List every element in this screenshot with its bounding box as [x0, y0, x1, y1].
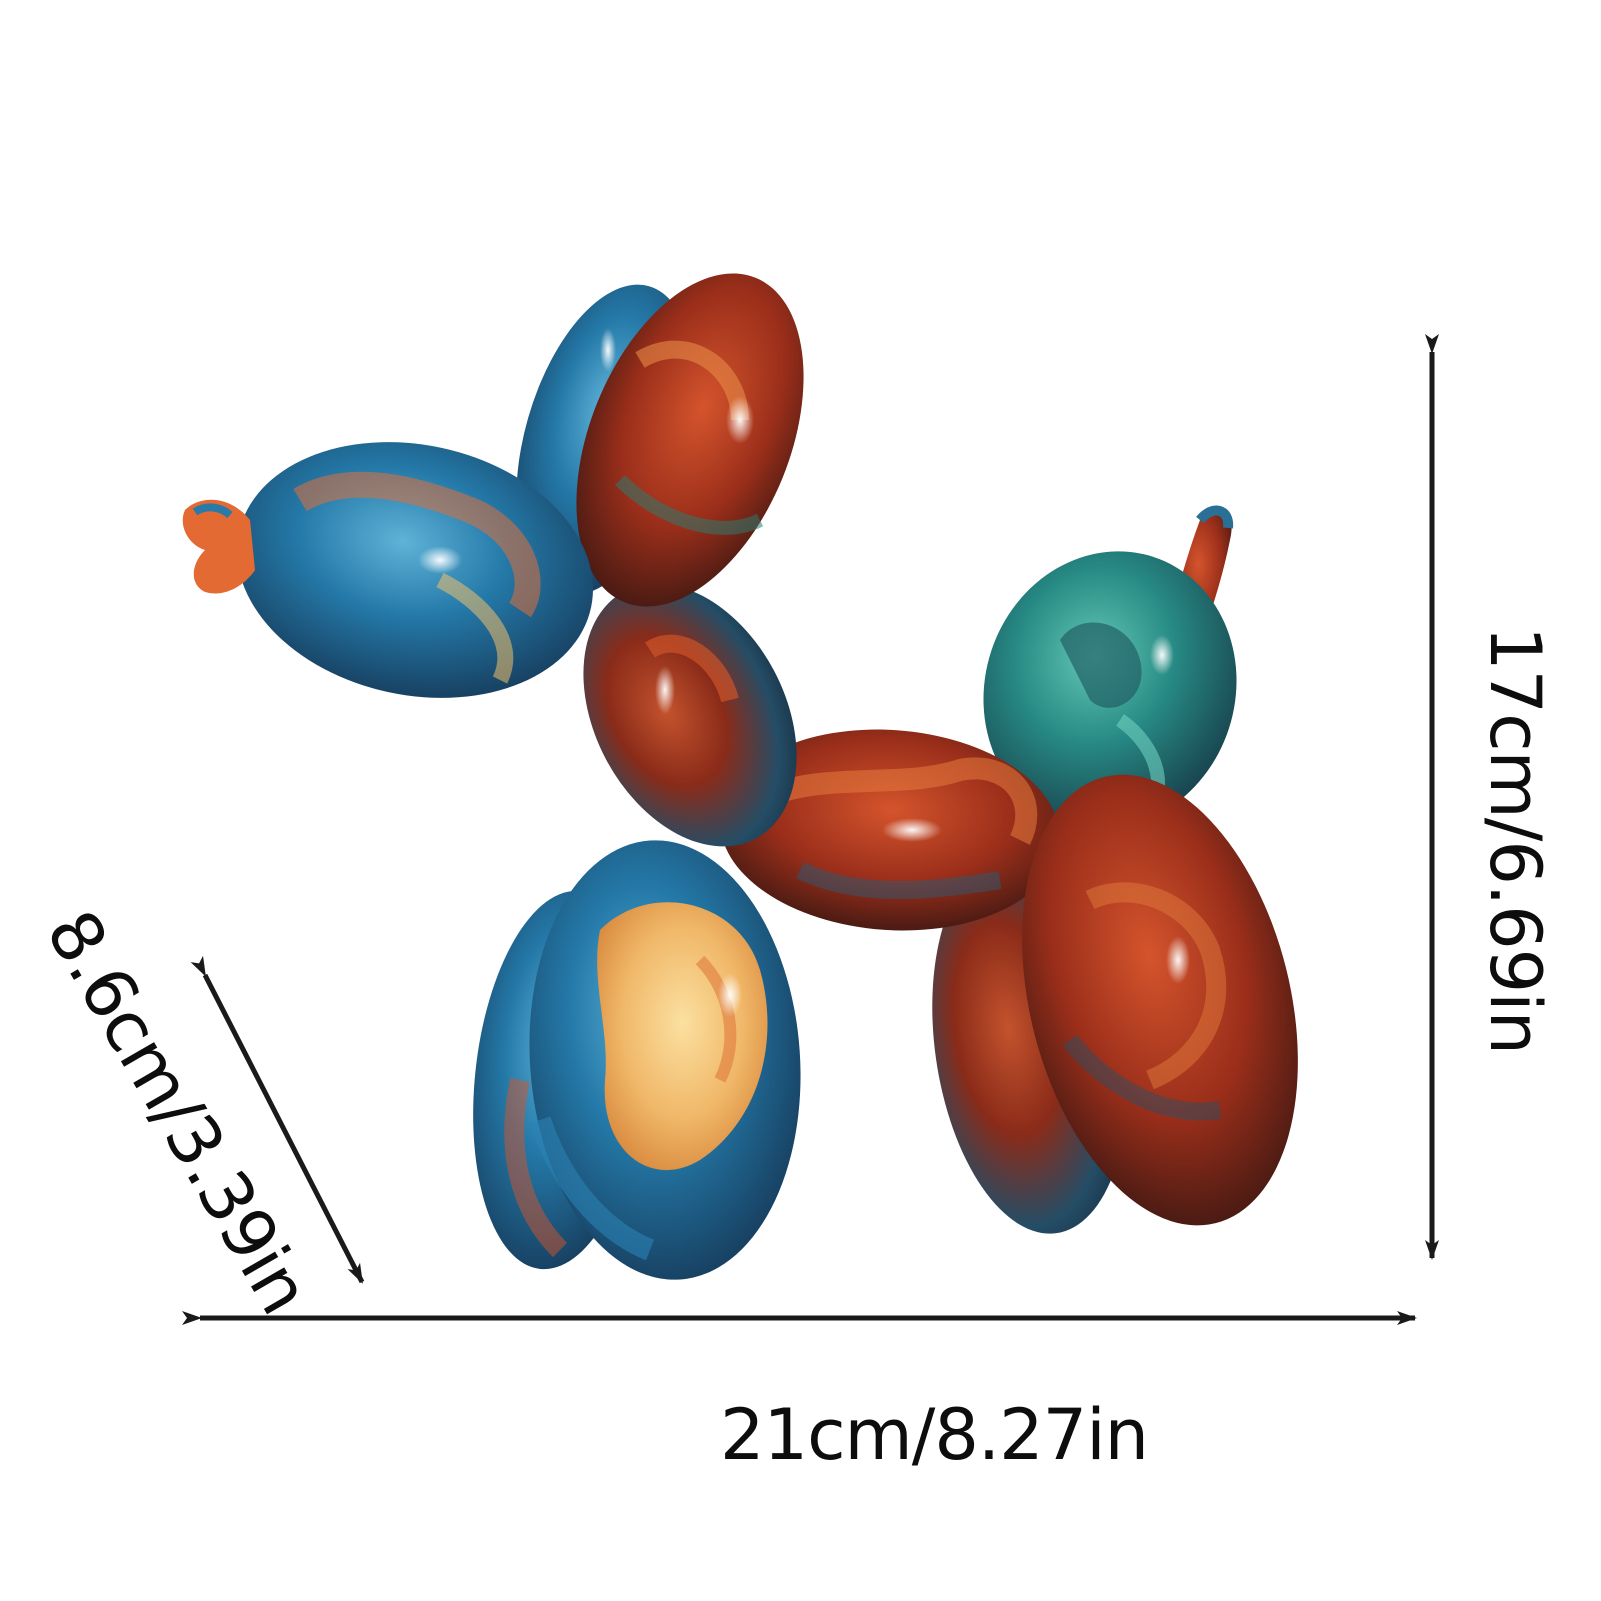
- nose-knot: [182, 499, 255, 594]
- front-leg-yellow-swirl: [597, 902, 768, 1171]
- depth-arrow: [190, 955, 365, 1284]
- highlight: [655, 666, 675, 714]
- highlight: [418, 546, 462, 574]
- balloon-dog-figurine: [182, 273, 1298, 1280]
- highlight: [882, 818, 942, 842]
- height-label: 17cm/6.69in: [1474, 625, 1556, 1055]
- highlight: [600, 328, 616, 372]
- width-label: 21cm/8.27in: [720, 1394, 1149, 1476]
- highlight: [726, 396, 754, 444]
- back-near-leg: [1022, 774, 1298, 1226]
- highlight: [1166, 936, 1190, 984]
- highlight: [718, 973, 742, 1017]
- neck: [583, 583, 797, 847]
- highlight: [1150, 635, 1174, 675]
